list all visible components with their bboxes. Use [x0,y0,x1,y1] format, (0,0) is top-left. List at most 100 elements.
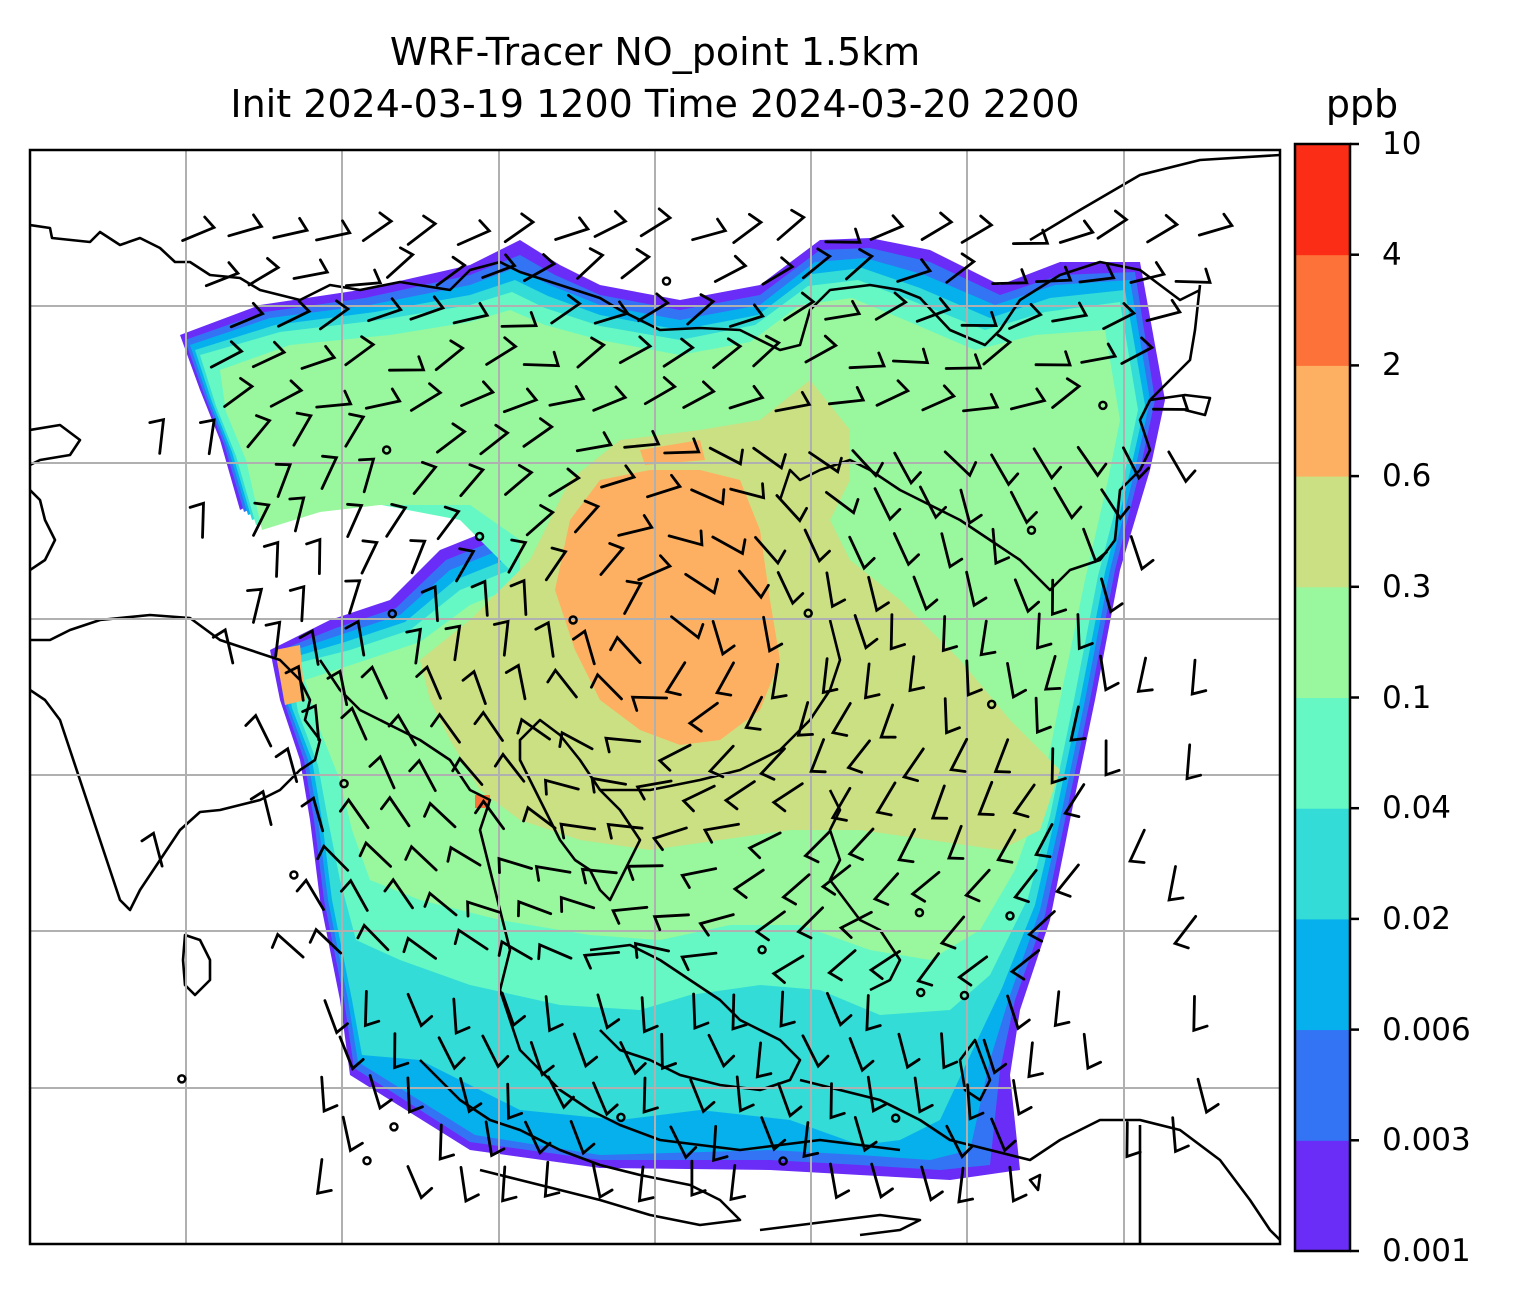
wind-barb [544,995,564,1033]
wind-barb [211,627,235,665]
wind-barb [360,539,379,575]
wind-barb [546,667,578,699]
wind-barb [148,417,166,455]
wind-barb [761,256,795,286]
wind-barb [386,246,416,279]
wind-barb [406,1076,424,1114]
wind-barb [711,535,747,556]
wind-barb [829,1082,846,1120]
calm-wind-marker [1026,525,1037,535]
wind-barb [1035,265,1073,283]
wind-barb [732,868,765,899]
wind-barb [522,417,555,448]
wind-barb [537,942,573,961]
wind-barb [889,613,906,651]
wind-barb [867,575,890,613]
wind-barb [1129,261,1167,284]
wind-barb [623,579,643,615]
wind-barb [1128,828,1146,864]
wind-barb [346,502,364,538]
wind-barb [300,795,325,833]
wind-barb [385,503,408,538]
wind-barb [452,997,471,1036]
wind-barb [1078,263,1116,284]
wind-barb [990,453,1020,487]
calm-wind-marker [339,778,349,789]
wind-barb [269,379,304,408]
wind-barb [361,211,394,242]
wind-barb [642,1076,659,1114]
wind-barb [516,717,551,741]
wind-barb [1012,783,1036,819]
wind-barb [897,828,916,864]
colorbar-tick-label: 0.006 [1382,1011,1471,1048]
wind-barb [712,1125,729,1163]
wind-barb [497,856,533,874]
wind-barb [517,899,553,918]
wind-barb [341,1115,364,1153]
wind-barb [1050,578,1068,617]
wind-barb [965,659,983,697]
wind-barb [729,482,766,500]
wind-barb [752,446,787,471]
wind-barb [522,805,557,830]
wind-barb [680,951,718,972]
wind-barb [360,664,388,700]
wind-barb [870,1162,894,1200]
wind-barb [604,736,642,754]
wind-barb [244,713,273,748]
wind-barb [1058,219,1095,244]
wind-barb [315,1158,333,1195]
wind-barb [524,1120,552,1156]
wind-barb [393,1032,410,1070]
wind-barbs [140,207,1235,1204]
wind-barb [866,1075,888,1113]
wind-barb [338,1035,365,1071]
wind-barb [1136,656,1154,694]
wind-barb [247,257,281,287]
wind-barb [405,627,423,665]
wind-barb [783,291,816,322]
wind-barb [316,843,350,872]
colorbar-band [1295,144,1350,256]
wind-barb [667,529,704,547]
wind-barb [459,1166,480,1204]
wind-barb [712,337,743,369]
wind-barb [643,376,678,406]
wind-barb [199,418,216,456]
wind-barb [344,619,366,657]
wind-barb [387,713,417,747]
wind-barb [1125,1121,1142,1159]
colorbar-tick-label: 0.003 [1382,1122,1471,1159]
wind-barb [920,211,954,241]
wind-barb [713,254,748,283]
wind-barb [484,1120,506,1158]
wind-barb [633,941,670,959]
wind-barb [1122,446,1150,481]
wind-barb [651,826,688,851]
wind-barb [453,927,489,951]
wind-barb [747,831,782,860]
wind-barb [229,301,265,329]
wind-barb [872,872,900,906]
wind-barb [262,540,280,578]
wind-barb [639,207,673,238]
wind-barb [380,795,411,828]
wind-barb [825,571,847,609]
wind-barb [452,302,490,325]
colorbar-tick-label: 0.3 [1382,568,1432,605]
wind-barb [960,310,998,328]
wind-barb [474,798,505,831]
wind-barb [423,890,458,917]
wind-barb [731,993,748,1031]
wind-barb [1069,705,1087,742]
wind-barb [774,390,812,413]
wind-barb [559,895,596,913]
wind-barb [901,747,925,783]
wind-barb [945,1124,974,1159]
wind-barb [1050,747,1067,785]
wind-barb [295,877,325,911]
wind-barb [412,460,438,495]
wind-barb [680,867,718,889]
wind-barb [825,491,860,515]
